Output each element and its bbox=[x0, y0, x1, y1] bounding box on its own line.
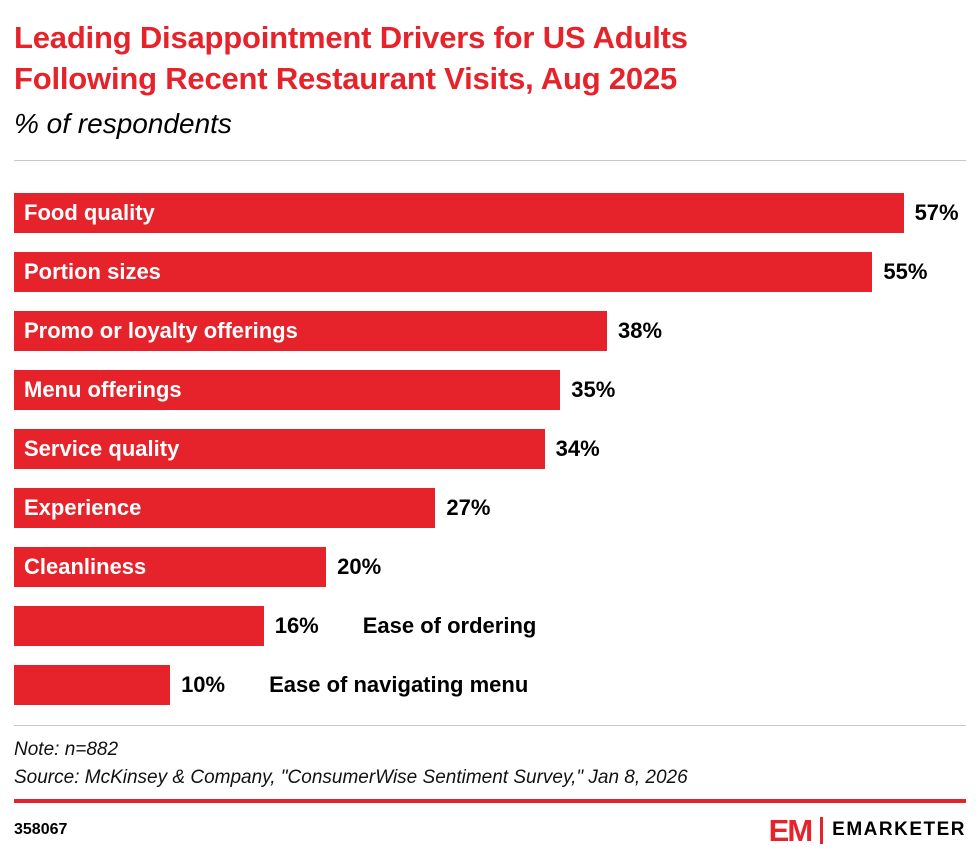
bar-value-label: 55% bbox=[883, 258, 928, 284]
bar-row: 16% Ease of ordering bbox=[14, 605, 966, 646]
chart-title-line-2: Following Recent Restaurant Visits, Aug … bbox=[14, 60, 678, 96]
bar-value-label: 35% bbox=[571, 376, 616, 402]
note-divider bbox=[14, 724, 966, 726]
bar: Service quality bbox=[14, 428, 545, 469]
bar-value-label: 38% bbox=[618, 317, 663, 343]
bar-chart: Food quality 57% Portion sizes 55% Promo or … bbox=[14, 192, 966, 705]
bar-category-label: Food quality bbox=[24, 199, 155, 225]
footer-rule bbox=[14, 798, 966, 803]
chart-note: Note: n=882 bbox=[14, 738, 119, 760]
bar: Experience bbox=[14, 487, 436, 528]
chart-footer: 358067 EM EMARKETER bbox=[14, 803, 966, 852]
bar: Menu offerings bbox=[14, 369, 561, 410]
chart-title-line-1: Leading Disappointment Drivers for US Ad… bbox=[14, 20, 688, 55]
bar-value-label: 34% bbox=[555, 435, 600, 461]
bar-row: Promo or loyalty offerings 38% bbox=[14, 310, 966, 351]
bar bbox=[14, 605, 264, 646]
bar-row: Cleanliness 20% bbox=[14, 546, 966, 587]
chart-id: 358067 bbox=[14, 821, 68, 839]
bar-category-label: Ease of navigating menu bbox=[269, 671, 529, 697]
bar-value-label: 27% bbox=[446, 494, 491, 520]
bar: Cleanliness bbox=[14, 546, 327, 587]
header-divider bbox=[14, 159, 966, 161]
bar-category-label: Ease of ordering bbox=[362, 612, 537, 638]
bar: Promo or loyalty offerings bbox=[14, 310, 608, 351]
emarketer-wordmark: EMARKETER bbox=[832, 819, 966, 841]
logo-divider bbox=[820, 816, 824, 844]
bar-value-label: 20% bbox=[337, 553, 382, 579]
em-logo-mark: EM bbox=[768, 812, 813, 848]
bar-row: Menu offerings 35% bbox=[14, 369, 966, 410]
bar-value-label: 16% bbox=[274, 612, 319, 638]
bar-value-label: 57% bbox=[914, 199, 959, 225]
bar-category-label: Cleanliness bbox=[24, 553, 147, 579]
bar: Food quality bbox=[14, 192, 904, 233]
emarketer-logo: EM EMARKETER bbox=[769, 815, 966, 846]
bar: Portion sizes bbox=[14, 251, 873, 292]
bar-category-label: Experience bbox=[24, 494, 142, 520]
bar-row: Service quality 34% bbox=[14, 428, 966, 469]
bar-category-label: Menu offerings bbox=[24, 376, 182, 402]
bar-row: 10% Ease of navigating menu bbox=[14, 664, 966, 705]
bar-category-label: Portion sizes bbox=[24, 258, 161, 284]
chart-source: Source: McKinsey & Company, "ConsumerWis… bbox=[14, 767, 688, 789]
bar-value-label: 10% bbox=[181, 671, 226, 697]
chart-header: Leading Disappointment Drivers for US Ad… bbox=[14, 18, 966, 140]
bar-row: Experience 27% bbox=[14, 487, 966, 528]
bar bbox=[14, 664, 171, 705]
bar-row: Portion sizes 55% bbox=[14, 251, 966, 292]
bar-row: Food quality 57% bbox=[14, 192, 966, 233]
chart-title: Leading Disappointment Drivers for US Ad… bbox=[14, 18, 966, 100]
bar-category-label: Promo or loyalty offerings bbox=[24, 317, 298, 343]
note-block: Note: n=882 Source: McKinsey & Company, … bbox=[14, 736, 966, 793]
bar-category-label: Service quality bbox=[24, 435, 180, 461]
chart-subtitle: % of respondents bbox=[14, 107, 232, 139]
